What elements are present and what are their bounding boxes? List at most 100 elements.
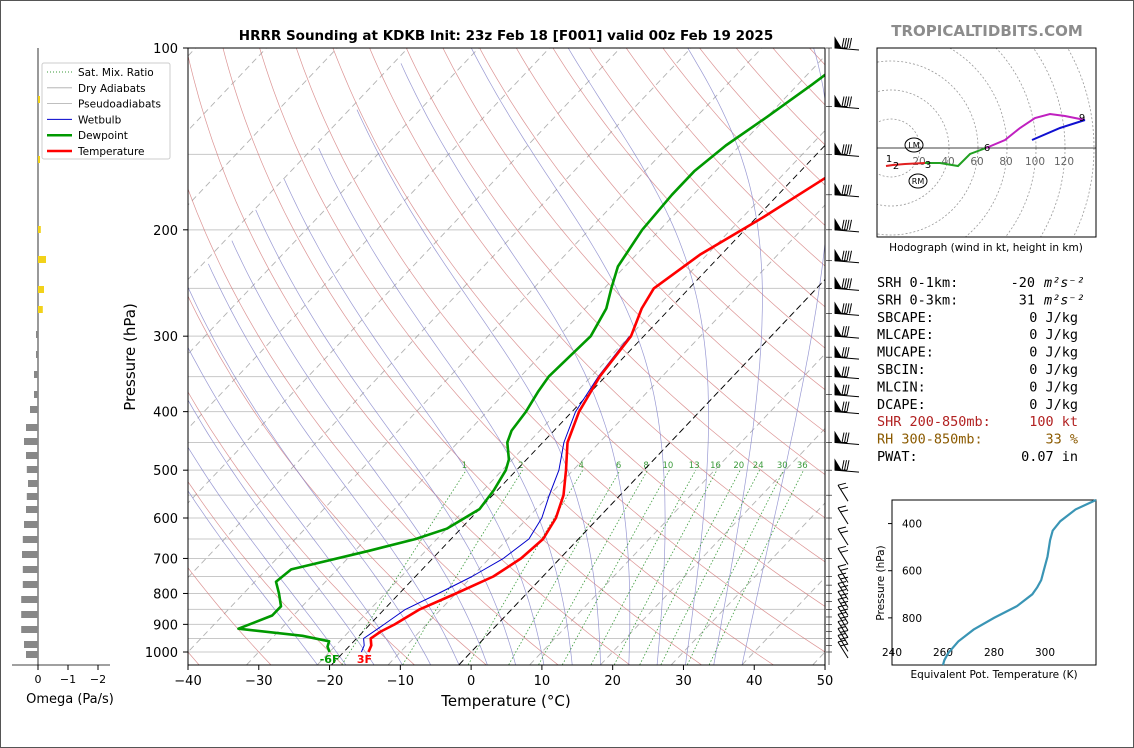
dry-adiabat	[625, 48, 825, 267]
param-value: 33 %	[1045, 432, 1078, 448]
param-value: 0 J/kg	[1029, 397, 1078, 413]
wind-barbs	[826, 36, 860, 665]
barb-feather	[837, 632, 847, 636]
barb-shaft	[837, 614, 849, 631]
dry-adiabat	[188, 391, 415, 665]
hodo-trace	[1031, 119, 1086, 141]
wind-barb	[837, 639, 849, 659]
omega-bar	[26, 424, 38, 431]
dry-adiabat	[259, 48, 774, 665]
mixing-ratio-label: 8	[643, 461, 648, 471]
omega-bar	[38, 306, 43, 313]
barb-shaft	[834, 153, 860, 157]
barb-feather	[849, 37, 852, 49]
mixing-ratio-label: 24	[753, 461, 764, 471]
wind-barb	[834, 345, 860, 360]
legend-entry: Sat. Mix. Ratio	[78, 67, 154, 79]
barb-feather	[839, 584, 849, 588]
wind-barb	[834, 248, 860, 264]
mixing-ratio-label: 4	[578, 461, 583, 471]
moist-adiabat	[255, 209, 516, 665]
theta-e-frame	[891, 499, 1097, 666]
barb-feather	[846, 401, 850, 412]
moist-adiabat	[188, 446, 346, 665]
y-tick-label: 500	[153, 464, 178, 479]
isotherm	[317, 129, 825, 665]
omega-bar	[38, 96, 40, 103]
param-value: 0 J/kg	[1029, 310, 1078, 326]
hodo-trace	[985, 112, 1086, 149]
barb-feather	[846, 303, 850, 314]
x-tick-label: 10	[534, 674, 551, 689]
omega-tick-label: 0	[35, 673, 42, 686]
barb-feather	[849, 96, 852, 107]
wind-barb	[834, 364, 860, 380]
param-value: 100 kt	[1029, 414, 1078, 430]
x-tick-label: 40	[746, 674, 763, 689]
omega-bar	[26, 506, 38, 513]
wind-barb	[834, 94, 860, 110]
hodo-height-label: 3	[925, 160, 931, 171]
wetbulb-line	[360, 335, 630, 653]
barb-feather	[846, 144, 850, 155]
mixing-ratio-line	[508, 469, 621, 665]
hodo-trace	[925, 147, 987, 168]
barb-shaft	[837, 528, 849, 546]
wind-barb	[834, 276, 860, 291]
theta-e-line	[941, 499, 1097, 666]
wind-barb	[837, 604, 849, 624]
skewt-panel: 1246810131620243036 -6F3F−40−30−20−10010…	[145, 42, 833, 689]
barb-shaft	[834, 287, 860, 291]
legend-entry: Pseudoadiabats	[78, 99, 161, 111]
wind-barb	[834, 36, 860, 51]
parameters-table: SRH 0-1km: -20 m²s⁻² SRH 0-3km: 31 m²s⁻² SBCAP…	[877, 275, 1085, 465]
mixing-ratio-line	[686, 470, 784, 665]
barb-feather	[849, 219, 852, 230]
barb-feather	[841, 401, 845, 412]
y-tick-label: 100	[153, 42, 178, 57]
omega-tick-label: −1	[60, 673, 76, 686]
barb-feather	[837, 545, 847, 549]
mixing-ratio-label: 10	[662, 461, 673, 471]
barb-shaft	[834, 312, 860, 316]
wind-barb	[834, 218, 860, 233]
theta-e-y-tick-label: 800	[902, 613, 922, 625]
barb-feather	[846, 96, 850, 107]
dry-adiabat	[188, 54, 630, 665]
param-value: 31	[1019, 292, 1035, 308]
theta-e-x-tick: 260	[933, 647, 953, 659]
mixing-ratio-line	[613, 470, 718, 665]
barb-feather	[839, 593, 849, 597]
param-label: PWAT:	[877, 449, 918, 465]
omega-bar	[26, 466, 38, 473]
barb-feather	[849, 184, 852, 195]
storm-motion-marker	[904, 137, 924, 153]
barb-shaft	[837, 484, 849, 502]
barb-feather	[841, 460, 845, 471]
wind-barb	[834, 182, 860, 198]
mixing-ratio-line	[402, 469, 523, 665]
barb-feather	[839, 530, 849, 534]
moist-adiabat	[188, 490, 318, 665]
dry-adiabat	[188, 295, 487, 665]
legend-entry: Dry Adiabats	[78, 83, 146, 95]
barb-feather	[837, 505, 847, 509]
chart-title: HRRR Sounding at KDKB Init: 23z Feb 18 […	[239, 28, 773, 44]
isotherm	[246, 55, 825, 665]
barb-shaft	[837, 566, 849, 583]
dry-adiabat	[515, 48, 825, 391]
param-value: 0 J/kg	[1029, 345, 1078, 361]
x-tick-label: −10	[387, 674, 414, 689]
barb-feather	[844, 432, 847, 443]
barb-feather	[844, 37, 847, 49]
x-tick-label: −20	[316, 674, 343, 689]
barb-feather	[844, 384, 847, 395]
hodograph-frame	[876, 47, 1097, 238]
barb-shaft	[837, 641, 849, 659]
wind-barb	[837, 505, 849, 525]
barb-feather	[841, 432, 845, 443]
dewpoint-line	[237, 73, 825, 653]
barb-feather	[839, 643, 849, 647]
barb-feather	[849, 144, 852, 155]
barb-feather	[839, 630, 849, 634]
